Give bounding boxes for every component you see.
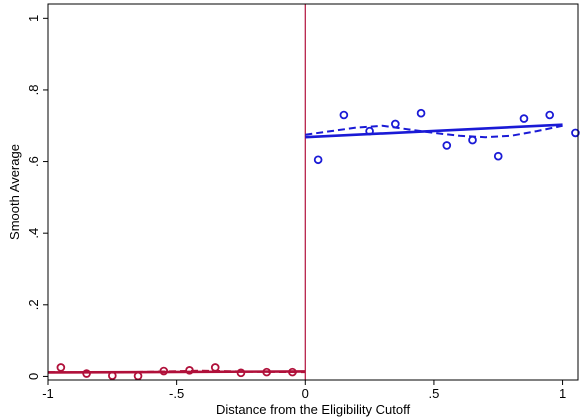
x-tick-label: -1 (42, 386, 54, 401)
right-data-point (493, 151, 503, 161)
right-data-point (519, 114, 529, 123)
left-data-point (236, 368, 246, 378)
left-data-point (108, 371, 117, 381)
left-data-point (159, 366, 169, 376)
right-data-point (416, 108, 426, 118)
right-fit-line (305, 123, 563, 139)
y-tick-label: 1 (26, 15, 41, 22)
right-smooth-line (305, 124, 563, 139)
right-data-point (391, 119, 400, 129)
left-data-point (185, 366, 194, 375)
y-tick-label: .4 (26, 228, 41, 239)
axes: -1 -.5 0 .5 1 0 .2 .4 .6 .8 1 (26, 3, 579, 401)
y-tick-label: 0 (26, 373, 41, 380)
y-axis-title: Smooth Average (7, 144, 22, 240)
right-data-point (571, 128, 580, 138)
x-tick-label: 0 (302, 386, 309, 401)
y-tick-label: .6 (26, 156, 41, 167)
y-tick-label: .8 (26, 85, 41, 96)
left-data-point (56, 363, 66, 372)
x-tick-label: 1 (559, 386, 566, 401)
x-tick-label: -.5 (169, 386, 184, 401)
left-data-point (262, 367, 271, 377)
x-tick-label: .5 (429, 386, 440, 401)
plot-frame (47, 3, 579, 381)
right-data-point (545, 110, 554, 120)
plot-area (47, 4, 580, 381)
left-data-point (82, 369, 91, 378)
left-fit-line (47, 370, 306, 374)
right-data-point (313, 155, 323, 165)
x-axis-title: Distance from the Eligibility Cutoff (216, 402, 411, 417)
left-data-point (288, 367, 297, 377)
left-data-point (133, 371, 143, 381)
right-data-point (365, 126, 374, 136)
y-tick-label: .2 (26, 299, 41, 310)
right-data-point (468, 135, 477, 145)
left-data-point (210, 363, 220, 372)
right-data-point (339, 110, 349, 120)
right-data-point (442, 141, 452, 150)
